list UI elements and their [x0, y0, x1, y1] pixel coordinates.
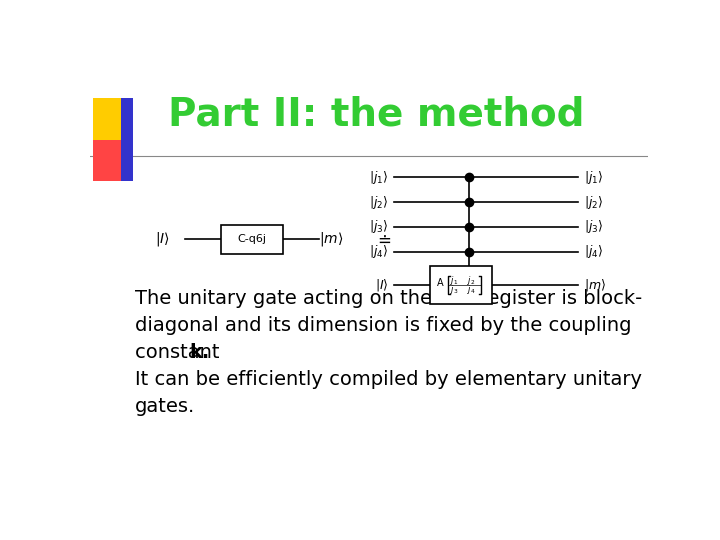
- Text: $|j_2\rangle$: $|j_2\rangle$: [584, 193, 603, 211]
- Text: $|j_3\rangle$: $|j_3\rangle$: [369, 219, 389, 235]
- Text: $j_1$: $j_1$: [450, 274, 459, 287]
- Text: Part II: the method: Part II: the method: [168, 96, 585, 134]
- Text: The unitary gate acting on the last register is block-: The unitary gate acting on the last regi…: [135, 289, 642, 308]
- Text: $|j_1\rangle$: $|j_1\rangle$: [584, 168, 603, 186]
- Text: gates.: gates.: [135, 397, 195, 416]
- Text: C-q6j: C-q6j: [238, 234, 266, 245]
- FancyBboxPatch shape: [221, 225, 282, 254]
- FancyBboxPatch shape: [431, 266, 492, 304]
- Text: $j_4$: $j_4$: [467, 283, 475, 296]
- Text: A: A: [437, 278, 444, 288]
- Text: $|j_2\rangle$: $|j_2\rangle$: [369, 193, 389, 211]
- Text: $|j_4\rangle$: $|j_4\rangle$: [369, 244, 389, 260]
- Text: $|I\rangle$: $|I\rangle$: [375, 277, 389, 293]
- Text: k.: k.: [189, 343, 210, 362]
- FancyBboxPatch shape: [121, 98, 133, 181]
- Text: $|I\rangle$: $|I\rangle$: [155, 231, 170, 248]
- Text: $j_3$: $j_3$: [450, 283, 459, 296]
- Text: $|m\rangle$: $|m\rangle$: [584, 277, 606, 293]
- FancyBboxPatch shape: [93, 98, 124, 140]
- Text: $|j_3\rangle$: $|j_3\rangle$: [584, 219, 603, 235]
- Text: It can be efficiently compiled by elementary unitary: It can be efficiently compiled by elemen…: [135, 370, 642, 389]
- Text: constant: constant: [135, 343, 225, 362]
- Text: diagonal and its dimension is fixed by the coupling: diagonal and its dimension is fixed by t…: [135, 316, 631, 335]
- Text: $|j_1\rangle$: $|j_1\rangle$: [369, 168, 389, 186]
- FancyBboxPatch shape: [93, 140, 124, 181]
- Text: $|j_4\rangle$: $|j_4\rangle$: [584, 244, 603, 260]
- Text: $j_2$: $j_2$: [467, 274, 475, 287]
- Text: $|m\rangle$: $|m\rangle$: [319, 231, 343, 248]
- Text: $\doteq$: $\doteq$: [374, 231, 392, 248]
